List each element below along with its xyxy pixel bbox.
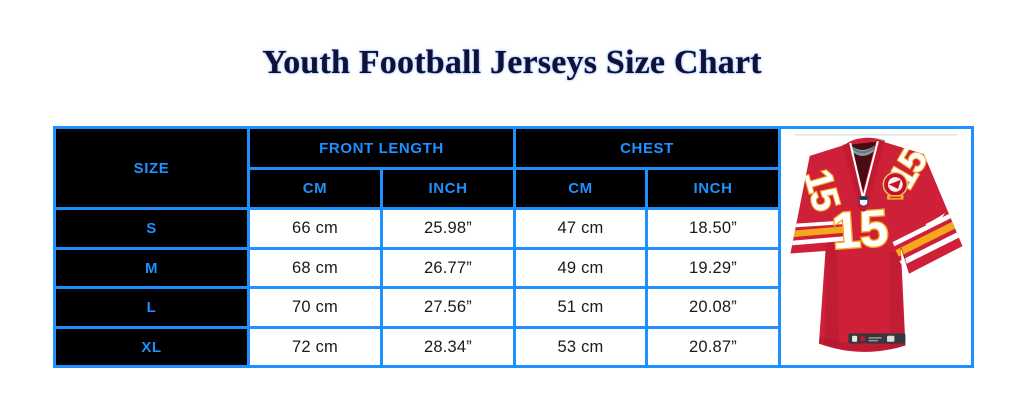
left-sleeve-stripe-gold bbox=[790, 226, 845, 238]
collar-band bbox=[842, 139, 885, 212]
front-cm-cell: 66 cm bbox=[247, 207, 383, 250]
front-inch-cell: 25.98” bbox=[380, 207, 516, 250]
subheader-front-inch: INCH bbox=[380, 167, 516, 210]
page-title: Youth Football Jerseys Size Chart bbox=[262, 44, 762, 81]
side-shading-left bbox=[824, 240, 840, 348]
table-row: M 68 cm 26.77” 49 cm 19.29” bbox=[53, 247, 973, 289]
left-sleeve-stripe-white-2 bbox=[790, 220, 846, 228]
nfl-shield-icon bbox=[859, 196, 869, 207]
subheader-chest-inch: INCH bbox=[645, 167, 781, 210]
hem-shading bbox=[818, 336, 906, 352]
chest-inch-cell: 18.50” bbox=[645, 207, 781, 250]
front-inch-cell: 28.34” bbox=[380, 326, 516, 368]
chest-cm-cell: 53 cm bbox=[513, 326, 648, 368]
chest-inch-cell: 20.08” bbox=[645, 286, 781, 329]
left-sleeve-stripe-white-1 bbox=[790, 236, 844, 246]
size-chart-table: SIZE FRONT LENGTH CHEST bbox=[53, 126, 974, 368]
neck-opening bbox=[848, 141, 880, 206]
jersey-number-left-shoulder: 15 bbox=[795, 165, 848, 216]
jock-tag bbox=[848, 333, 906, 344]
right-sleeve-stripe-white-1 bbox=[899, 231, 961, 267]
subheader-chest-cm: CM bbox=[513, 167, 648, 210]
table-row: L 70 cm 27.56” 51 cm 20.08” bbox=[53, 286, 973, 329]
table-row: S 66 cm 25.98” 47 cm 18.50” bbox=[53, 207, 973, 250]
header-size: SIZE bbox=[53, 126, 250, 210]
team-patch-icon bbox=[882, 171, 909, 200]
chest-inch-cell: 19.29” bbox=[645, 247, 781, 289]
jersey-photo-cell: 15 15 15 bbox=[778, 126, 974, 368]
back-collar-stripe bbox=[851, 145, 877, 154]
size-cell: S bbox=[53, 207, 250, 250]
front-inch-cell: 27.56” bbox=[380, 286, 516, 329]
jersey-photo: 15 15 15 bbox=[783, 132, 970, 362]
front-inch-cell: 26.77” bbox=[380, 247, 516, 289]
right-sleeve-stripe-white-2 bbox=[892, 212, 954, 247]
header-front-length: FRONT LENGTH bbox=[247, 126, 516, 170]
back-collar-band bbox=[850, 143, 878, 156]
size-cell: L bbox=[53, 286, 250, 329]
chest-cm-cell: 47 cm bbox=[513, 207, 648, 250]
right-sleeve-stripe-gold bbox=[895, 220, 958, 257]
front-cm-cell: 72 cm bbox=[247, 326, 383, 368]
front-cm-cell: 68 cm bbox=[247, 247, 383, 289]
chest-cm-cell: 49 cm bbox=[513, 247, 648, 289]
size-cell: M bbox=[53, 247, 250, 289]
swoosh-icon bbox=[925, 212, 945, 228]
chest-inch-cell: 20.87” bbox=[645, 326, 781, 368]
header-chest: CHEST bbox=[513, 126, 781, 170]
size-cell: XL bbox=[53, 326, 250, 368]
table-row: XL 72 cm 28.34” 53 cm 20.87” bbox=[53, 326, 973, 368]
chest-cm-cell: 51 cm bbox=[513, 286, 648, 329]
side-shading-right bbox=[888, 249, 906, 350]
front-cm-cell: 70 cm bbox=[247, 286, 383, 329]
subheader-front-cm: CM bbox=[247, 167, 383, 210]
